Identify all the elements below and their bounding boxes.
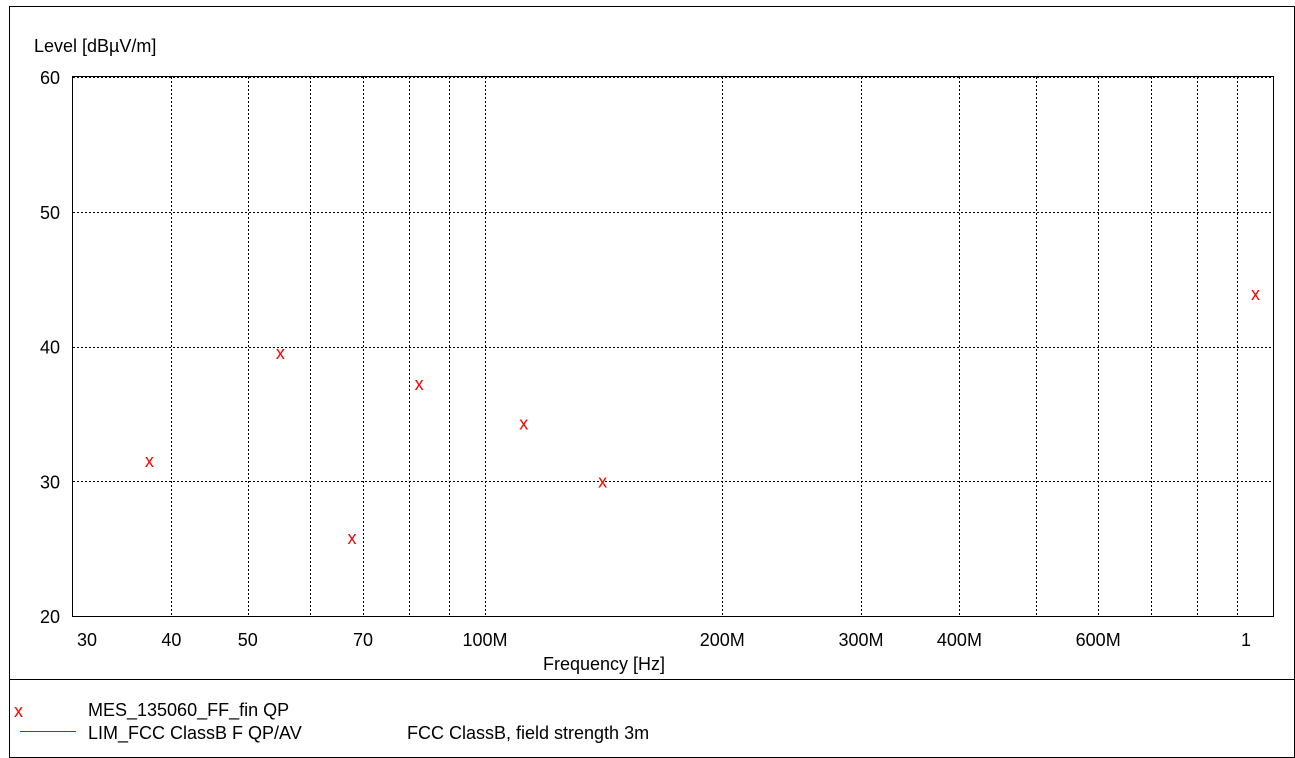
- plot-area: [72, 76, 1274, 617]
- data-point: x: [415, 374, 424, 394]
- legend-note-lim: FCC ClassB, field strength 3m: [407, 723, 649, 743]
- legend-marker-mes: x: [14, 701, 23, 721]
- x-tick-label: 300M: [838, 630, 883, 650]
- x-tick-label: 100M: [463, 630, 508, 650]
- y-tick-label: 20: [40, 607, 60, 627]
- y-tick-label: 30: [40, 472, 60, 492]
- grid-lines: [73, 77, 1273, 616]
- legend-label-lim: LIM_FCC ClassB F QP/AV: [88, 723, 302, 744]
- x-tick-label: 600M: [1076, 630, 1121, 650]
- x-axis-title: Frequency [Hz]: [543, 654, 665, 674]
- x-tick-label: 30: [77, 630, 97, 650]
- y-tick-label: 40: [40, 338, 60, 358]
- x-tick-label: 40: [161, 630, 181, 650]
- y-axis-title: Level [dBµV/m]: [34, 36, 156, 56]
- tick-labels: 20 30 40 50 60 30 40 50 70 100M 200M 300M 400M 600M 1: [40, 68, 1251, 650]
- data-point: x: [1251, 284, 1260, 304]
- outer-frame: [9, 6, 1295, 758]
- data-point: x: [519, 413, 528, 433]
- legend: x MES_135060_FF_fin QP LIM_FCC ClassB F …: [14, 700, 649, 744]
- data-markers: x x x x x x x: [145, 284, 1260, 548]
- data-point: x: [598, 471, 607, 491]
- legend-label-mes: MES_135060_FF_fin QP: [88, 700, 289, 721]
- data-point: x: [145, 451, 154, 471]
- y-tick-label: 50: [40, 203, 60, 223]
- x-tick-label: 200M: [700, 630, 745, 650]
- x-tick-label: 400M: [937, 630, 982, 650]
- y-tick-label: 60: [40, 68, 60, 88]
- data-point: x: [276, 343, 285, 363]
- x-tick-label: 50: [238, 630, 258, 650]
- x-tick-label: 1: [1241, 630, 1251, 650]
- data-point: x: [348, 528, 357, 548]
- x-tick-label: 70: [353, 630, 373, 650]
